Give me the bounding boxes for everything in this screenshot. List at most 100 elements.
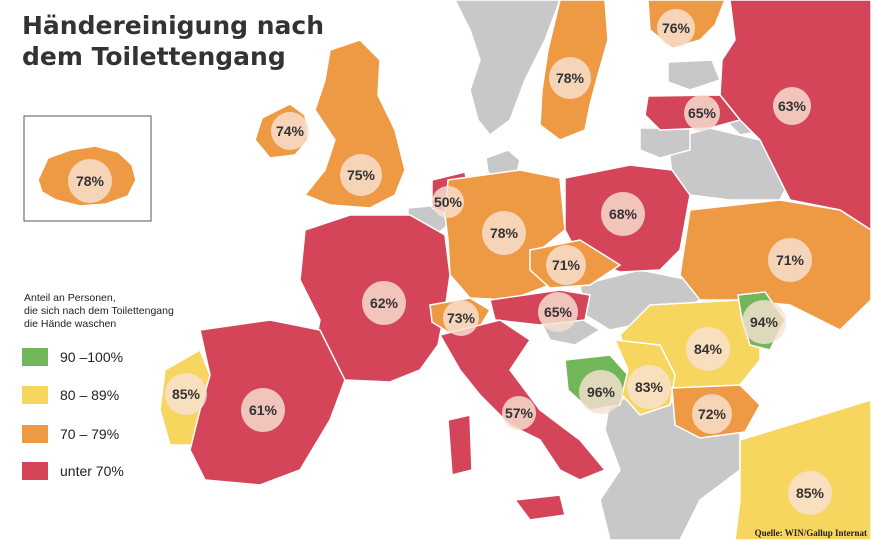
- legend-swatch: [22, 348, 48, 366]
- united-kingdom-percentage: 75%: [347, 167, 376, 183]
- czech-republic-label-circle: [546, 245, 586, 285]
- ukraine-label-circle: [768, 238, 812, 282]
- map-title: Händereinigung nach dem Toilettengang: [22, 10, 324, 72]
- united-kingdom-label-circle: [340, 154, 382, 196]
- spain-percentage: 61%: [249, 402, 278, 418]
- latvia-label: 65%: [684, 95, 720, 131]
- norway-region: [454, 0, 561, 137]
- germany-label-circle: [482, 211, 526, 255]
- moldova-label-circle: [742, 300, 786, 344]
- bulgaria-percentage: 72%: [698, 406, 727, 422]
- sardinia-shape: [447, 414, 473, 476]
- france-label-circle: [362, 281, 406, 325]
- legend-label: unter 70%: [60, 463, 124, 479]
- poland-label: 68%: [601, 192, 645, 236]
- bosnia-percentage: 96%: [587, 384, 616, 400]
- bulgaria-label: 72%: [692, 394, 732, 434]
- turkey-label-circle: [788, 471, 832, 515]
- turkey-label: 85%: [788, 471, 832, 515]
- title-line-1: Händereinigung nach: [22, 11, 325, 40]
- serbia-label: 83%: [627, 365, 671, 409]
- romania-percentage: 84%: [694, 341, 723, 357]
- austria-label: 65%: [538, 292, 578, 332]
- ireland-label: 74%: [271, 112, 309, 150]
- austria-label-circle: [538, 292, 578, 332]
- estonia-region: [667, 59, 721, 91]
- island-label: 78%: [68, 159, 112, 203]
- latvia-label-circle: [684, 95, 720, 131]
- poland-percentage: 68%: [609, 206, 638, 222]
- serbia-percentage: 83%: [635, 379, 664, 395]
- switzerland-label-circle: [443, 300, 479, 336]
- legend-swatch: [22, 425, 48, 443]
- bosnia-label: 96%: [579, 370, 623, 414]
- ireland-percentage: 74%: [276, 123, 305, 139]
- romania-label: 84%: [686, 327, 730, 371]
- russia-label: 63%: [773, 87, 811, 125]
- legend-item-70-79: 70 – 79%: [22, 424, 119, 444]
- romania-label-circle: [686, 327, 730, 371]
- legend-label: 80 – 89%: [60, 387, 120, 403]
- russia-label-circle: [773, 87, 811, 125]
- italy-percentage: 57%: [505, 405, 534, 421]
- bosnia-label-circle: [579, 370, 623, 414]
- serbia-label-circle: [627, 365, 671, 409]
- united-kingdom-label: 75%: [340, 154, 382, 196]
- island-percentage: 78%: [76, 173, 105, 189]
- switzerland-percentage: 73%: [447, 310, 476, 326]
- legend-title: Anteil an Personen, die sich nach dem To…: [24, 292, 174, 331]
- netherlands-label: 50%: [432, 186, 464, 218]
- ukraine-percentage: 71%: [776, 252, 805, 268]
- czech-republic-label: 71%: [546, 245, 586, 285]
- island-label-circle: [68, 159, 112, 203]
- title-line-2: dem Toilettengang: [22, 42, 286, 71]
- russia-percentage: 63%: [778, 98, 807, 114]
- legend-title-line: Anteil an Personen,: [24, 292, 116, 304]
- source-note: Quelle: WIN/Gallup Internat: [754, 528, 867, 538]
- legend-label: 90 –100%: [60, 349, 124, 365]
- finland-percentage: 76%: [662, 20, 691, 36]
- switzerland-label: 73%: [443, 300, 479, 336]
- legend-label: 70 – 79%: [60, 426, 120, 442]
- germany-percentage: 78%: [490, 225, 519, 241]
- italy-label: 57%: [502, 396, 536, 430]
- sweden-percentage: 78%: [556, 70, 585, 86]
- turkey-shape: [734, 399, 871, 540]
- germany-label: 78%: [482, 211, 526, 255]
- sicily-shape: [513, 494, 566, 521]
- portugal-label-circle: [165, 373, 207, 415]
- finland-label-circle: [657, 9, 695, 47]
- percentage-labels: 78% 74% 75% 78% 76% 63% 65% 50% 78% 68% 71% 71% 62% 7…: [68, 9, 832, 515]
- netherlands-percentage: 50%: [434, 194, 463, 210]
- france-label: 62%: [362, 281, 406, 325]
- latvia-percentage: 65%: [688, 105, 717, 121]
- turkey-percentage: 85%: [796, 485, 825, 501]
- ireland-label-circle: [271, 112, 309, 150]
- legend-swatch: [22, 386, 48, 404]
- legend-title-line: die sich nach dem Toilettengang: [24, 305, 174, 317]
- moldova-label: 94%: [742, 300, 786, 344]
- netherlands-label-circle: [432, 186, 464, 218]
- france-percentage: 62%: [370, 295, 399, 311]
- legend-swatch: [22, 462, 48, 480]
- austria-percentage: 65%: [544, 304, 573, 320]
- legend-title-line: die Hände waschen: [24, 318, 117, 330]
- legend-item-unter-70: unter 70%: [22, 461, 124, 481]
- portugal-label: 85%: [165, 373, 207, 415]
- legend-item-80-89: 80 – 89%: [22, 385, 119, 405]
- sweden-label-circle: [549, 57, 591, 99]
- finland-label: 76%: [657, 9, 695, 47]
- moldova-percentage: 94%: [750, 314, 779, 330]
- spain-label-circle: [241, 388, 285, 432]
- poland-label-circle: [601, 192, 645, 236]
- spain-label: 61%: [241, 388, 285, 432]
- legend-item-90-100: 90 –100%: [22, 347, 123, 367]
- bulgaria-label-circle: [692, 394, 732, 434]
- portugal-percentage: 85%: [172, 386, 201, 402]
- ukraine-label: 71%: [768, 238, 812, 282]
- italy-label-circle: [502, 396, 536, 430]
- united-kingdom-shape: [303, 39, 406, 209]
- czech-republic-percentage: 71%: [552, 257, 581, 273]
- sweden-label: 78%: [549, 57, 591, 99]
